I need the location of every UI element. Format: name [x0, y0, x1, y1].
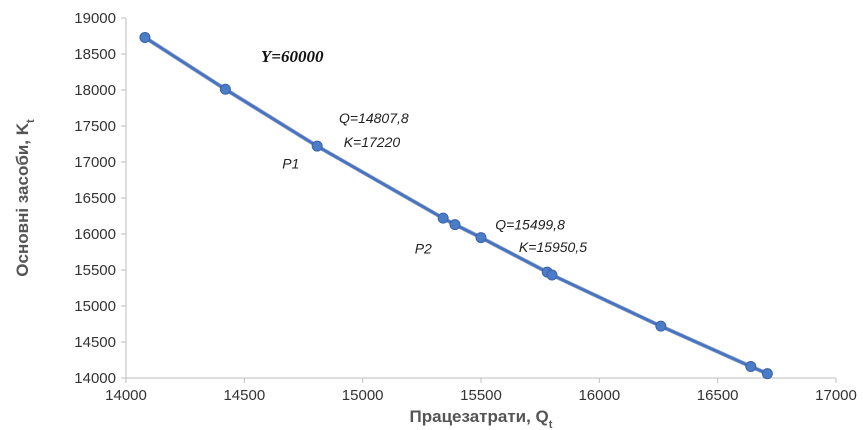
y-tick-label: 17000 [74, 154, 116, 171]
series-line [143, 36, 769, 375]
x-tick-label: 15000 [342, 387, 384, 404]
y-tick-label: 16000 [74, 226, 116, 243]
data-point [437, 212, 449, 224]
data-point [311, 140, 323, 152]
axes [125, 18, 836, 379]
y-tick-label: 17500 [74, 118, 116, 135]
x-tick-label: 16500 [697, 387, 739, 404]
y-tick-label: 18500 [74, 46, 116, 63]
x-tick-label: 16000 [578, 387, 620, 404]
x-axis-title: Працезатрати, Qt [410, 407, 553, 430]
data-point [139, 31, 151, 43]
annotation-label: P2 [415, 240, 432, 256]
y-tick-label: 19000 [74, 10, 116, 27]
annotations-layer: Y=60000 Q=14807,8 K=17220 P1 Q=15499,8 K=1595… [261, 47, 587, 257]
annotation-label: Q=15499,8 [495, 217, 565, 233]
y-tick-label: 15500 [74, 262, 116, 279]
annotation-label: K=17220 [344, 134, 401, 150]
x-tick-label: 15500 [460, 387, 502, 404]
data-point [475, 232, 487, 244]
y-tick-labels: 14000 14500 15000 15500 16000 16500 17000 17500… [74, 10, 126, 387]
data-point [546, 269, 558, 281]
data-point [761, 368, 773, 380]
y-tick-label: 14500 [74, 334, 116, 351]
annotation-label: Y=60000 [261, 47, 324, 66]
y-axis-title: Основні засоби, Kt [13, 119, 37, 277]
data-point [655, 320, 667, 332]
y-tick-label: 14000 [74, 370, 116, 387]
annotation-label: P1 [282, 155, 299, 171]
x-tick-label: 14000 [105, 387, 147, 404]
series-layer [139, 31, 773, 380]
y-tick-label: 16500 [74, 190, 116, 207]
x-tick-label: 17000 [815, 387, 857, 404]
annotation-label: K=15950,5 [519, 239, 587, 255]
x-tick-labels: 14000 14500 15000 15500 16000 16500 17000 [105, 378, 857, 404]
x-tick-label: 14500 [223, 387, 265, 404]
data-point [219, 83, 231, 95]
data-point [449, 219, 461, 231]
y-tick-label: 15000 [74, 298, 116, 315]
y-tick-label: 18000 [74, 82, 116, 99]
annotation-label: Q=14807,8 [339, 110, 409, 126]
series-line-shadow [142, 35, 770, 376]
data-point [745, 360, 757, 372]
